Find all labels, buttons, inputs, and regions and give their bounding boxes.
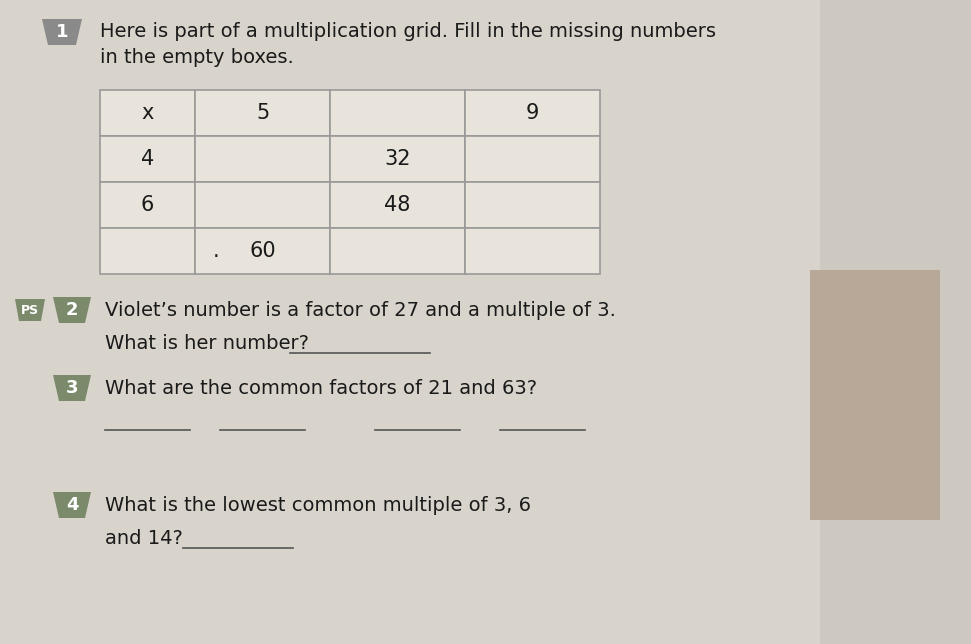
Text: What are the common factors of 21 and 63?: What are the common factors of 21 and 63… <box>105 379 537 398</box>
Text: 9: 9 <box>526 103 539 123</box>
Bar <box>330 228 465 274</box>
Text: Violet’s number is a factor of 27 and a multiple of 3.: Violet’s number is a factor of 27 and a … <box>105 301 616 320</box>
Bar <box>330 182 465 228</box>
Bar <box>195 182 330 228</box>
Polygon shape <box>53 375 91 401</box>
Text: 1: 1 <box>55 23 68 41</box>
Text: and 14?: and 14? <box>105 529 183 548</box>
Text: Here is part of a multiplication grid. Fill in the missing numbers: Here is part of a multiplication grid. F… <box>100 22 716 41</box>
Text: 5: 5 <box>256 103 269 123</box>
Bar <box>465 182 600 228</box>
Bar <box>465 228 600 274</box>
Bar <box>465 136 600 182</box>
Text: 4: 4 <box>66 496 79 514</box>
Text: .: . <box>213 241 219 261</box>
Bar <box>0 0 820 644</box>
Bar <box>195 228 330 274</box>
Polygon shape <box>53 297 91 323</box>
Polygon shape <box>15 299 45 321</box>
Bar <box>465 90 600 136</box>
Text: 3: 3 <box>66 379 79 397</box>
Bar <box>100 228 195 274</box>
Text: 2: 2 <box>66 301 79 319</box>
Bar <box>195 136 330 182</box>
Bar <box>330 90 465 136</box>
Text: x: x <box>142 103 153 123</box>
Text: PS: PS <box>21 303 39 316</box>
Text: What is her number?: What is her number? <box>105 334 309 353</box>
Text: What is the lowest common multiple of 3, 6: What is the lowest common multiple of 3,… <box>105 496 531 515</box>
Polygon shape <box>42 19 82 45</box>
Text: 6: 6 <box>141 195 154 215</box>
Text: in the empty boxes.: in the empty boxes. <box>100 48 294 67</box>
Bar <box>100 182 195 228</box>
Polygon shape <box>53 492 91 518</box>
Text: 32: 32 <box>385 149 411 169</box>
Bar <box>810 270 940 520</box>
Text: 60: 60 <box>250 241 276 261</box>
Bar <box>100 136 195 182</box>
Bar <box>195 90 330 136</box>
Text: 4: 4 <box>141 149 154 169</box>
Text: 48: 48 <box>385 195 411 215</box>
Bar <box>100 90 195 136</box>
Bar <box>330 136 465 182</box>
